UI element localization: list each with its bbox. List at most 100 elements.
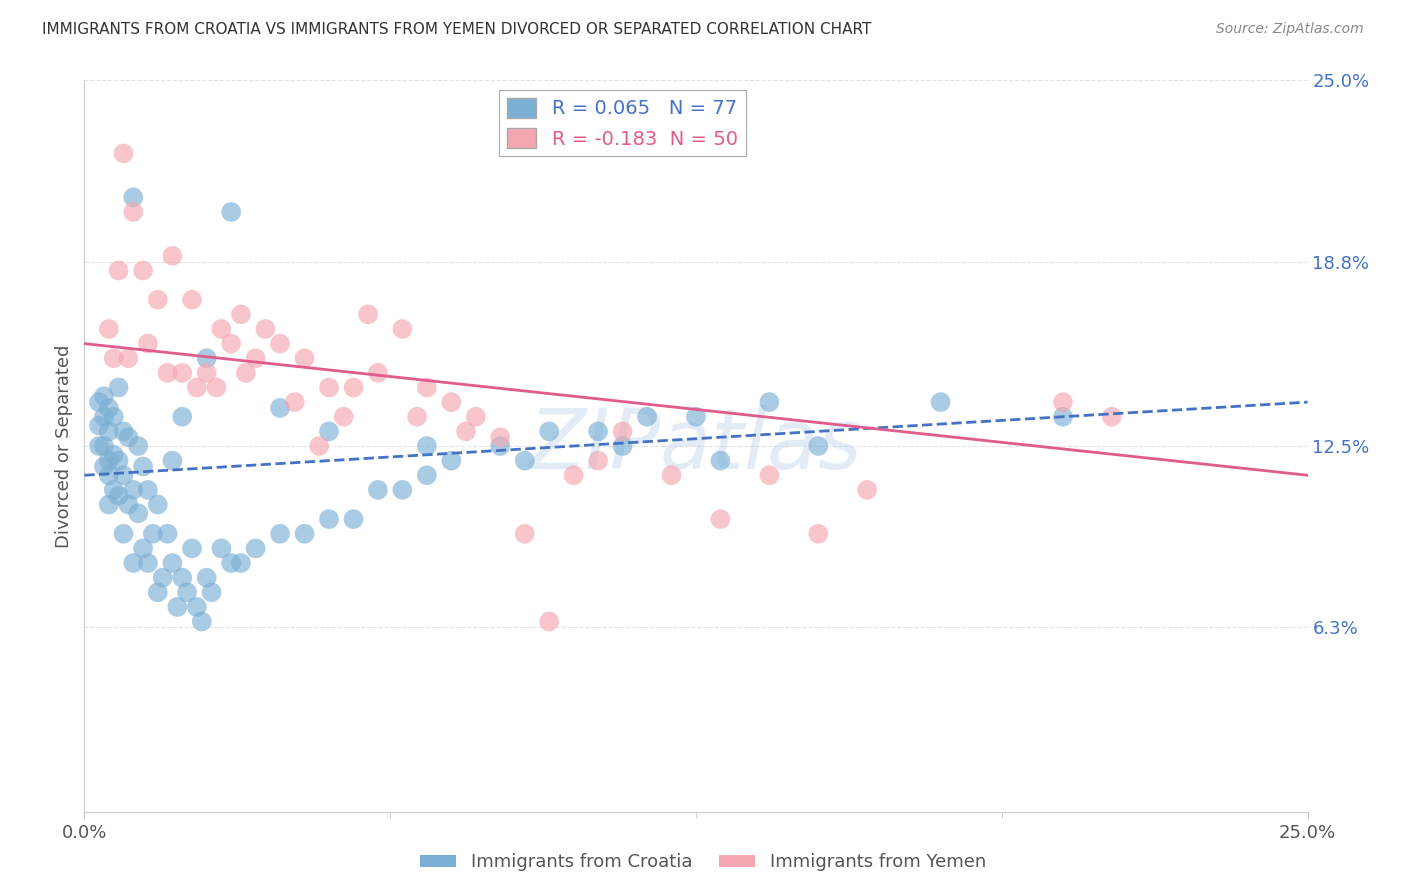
Point xyxy=(318,425,340,439)
Point xyxy=(464,409,486,424)
Point xyxy=(195,351,218,366)
Point xyxy=(112,146,135,161)
Point xyxy=(342,512,364,526)
Point xyxy=(87,439,110,453)
Point xyxy=(454,425,477,439)
Point xyxy=(229,556,252,570)
Point xyxy=(758,468,780,483)
Point xyxy=(112,425,135,439)
Point xyxy=(107,489,129,503)
Point xyxy=(97,468,120,483)
Point xyxy=(1052,395,1074,409)
Point xyxy=(97,453,120,467)
Point xyxy=(219,205,242,219)
Point xyxy=(112,526,135,541)
Point xyxy=(209,541,232,556)
Point xyxy=(122,190,145,204)
Point xyxy=(416,380,439,394)
Point xyxy=(122,205,145,219)
Legend: Immigrants from Croatia, Immigrants from Yemen: Immigrants from Croatia, Immigrants from… xyxy=(413,847,993,879)
Point xyxy=(195,571,218,585)
Point xyxy=(269,336,291,351)
Point xyxy=(294,526,316,541)
Point xyxy=(146,498,169,512)
Point xyxy=(245,351,267,366)
Point xyxy=(103,409,125,424)
Point xyxy=(856,483,879,497)
Point xyxy=(97,425,120,439)
Point xyxy=(117,430,139,444)
Point xyxy=(103,448,125,462)
Point xyxy=(162,556,184,570)
Point xyxy=(758,395,780,409)
Point xyxy=(318,380,340,394)
Point xyxy=(132,541,155,556)
Point xyxy=(191,615,214,629)
Point xyxy=(807,439,830,453)
Point xyxy=(103,483,125,497)
Text: IMMIGRANTS FROM CROATIA VS IMMIGRANTS FROM YEMEN DIVORCED OR SEPARATED CORRELATI: IMMIGRANTS FROM CROATIA VS IMMIGRANTS FR… xyxy=(42,22,872,37)
Point xyxy=(136,483,159,497)
Point xyxy=(391,322,413,336)
Point xyxy=(107,453,129,467)
Point xyxy=(219,336,242,351)
Point xyxy=(709,512,731,526)
Point xyxy=(586,453,609,467)
Point xyxy=(117,351,139,366)
Point xyxy=(685,409,707,424)
Point xyxy=(146,585,169,599)
Point xyxy=(513,526,536,541)
Point xyxy=(122,483,145,497)
Point xyxy=(152,571,174,585)
Point xyxy=(136,556,159,570)
Point xyxy=(440,453,463,467)
Point xyxy=(709,453,731,467)
Point xyxy=(132,459,155,474)
Point xyxy=(93,389,115,403)
Text: Source: ZipAtlas.com: Source: ZipAtlas.com xyxy=(1216,22,1364,37)
Point xyxy=(612,439,634,453)
Point xyxy=(357,307,380,321)
Point xyxy=(162,453,184,467)
Point xyxy=(127,506,149,520)
Point xyxy=(269,526,291,541)
Point xyxy=(308,439,330,453)
Point xyxy=(440,395,463,409)
Point xyxy=(416,468,439,483)
Point xyxy=(245,541,267,556)
Point xyxy=(229,307,252,321)
Point xyxy=(367,366,389,380)
Point xyxy=(87,418,110,433)
Point xyxy=(294,351,316,366)
Point xyxy=(172,366,194,380)
Point xyxy=(489,430,512,444)
Point xyxy=(87,395,110,409)
Point xyxy=(513,453,536,467)
Point xyxy=(93,459,115,474)
Point xyxy=(209,322,232,336)
Point xyxy=(176,585,198,599)
Point xyxy=(284,395,307,409)
Point xyxy=(406,409,429,424)
Point xyxy=(612,425,634,439)
Point xyxy=(112,468,135,483)
Point xyxy=(166,599,188,614)
Point xyxy=(219,556,242,570)
Point xyxy=(205,380,228,394)
Point xyxy=(107,263,129,277)
Point xyxy=(186,380,208,394)
Point xyxy=(156,526,179,541)
Point xyxy=(416,439,439,453)
Point xyxy=(97,401,120,415)
Y-axis label: Divorced or Separated: Divorced or Separated xyxy=(55,344,73,548)
Point xyxy=(127,439,149,453)
Point xyxy=(367,483,389,497)
Point xyxy=(636,409,658,424)
Point xyxy=(235,366,257,380)
Point xyxy=(586,425,609,439)
Text: ZIPatlas: ZIPatlas xyxy=(529,406,863,486)
Point xyxy=(195,366,218,380)
Point xyxy=(117,498,139,512)
Point xyxy=(807,526,830,541)
Point xyxy=(181,293,204,307)
